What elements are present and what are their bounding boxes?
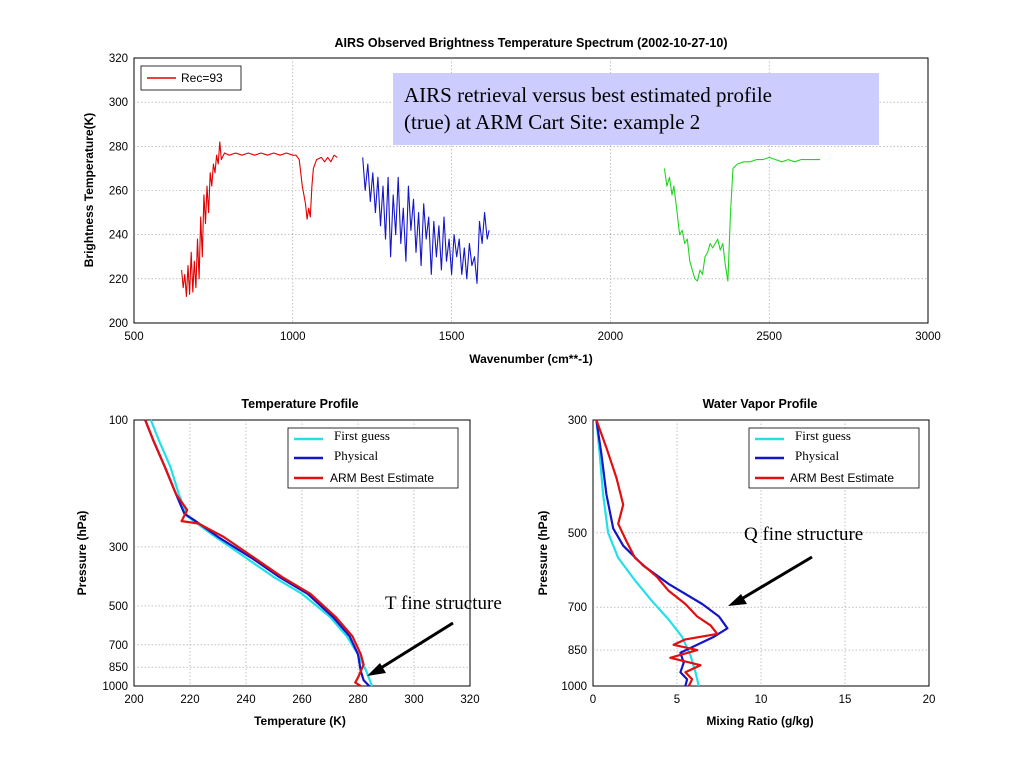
temperature-y-tick-label: 100 [109, 415, 128, 427]
water-vapor-line-first-guess [595, 419, 700, 687]
spectrum-series [181, 141, 820, 298]
water-vapor-x-axis-label: Mixing Ratio (g/kg) [706, 714, 813, 728]
spectrum-line-series-0 [181, 141, 338, 298]
spectrum-y-tick-label: 300 [109, 97, 128, 109]
callout-line-1: AIRS retrieval versus best estimated pro… [404, 83, 772, 107]
water-vapor-y-tick-label: 500 [568, 528, 587, 540]
spectrum-legend: Rec=93 [140, 65, 242, 91]
temperature-x-tick-label: 260 [292, 694, 311, 706]
spectrum-grid [134, 58, 928, 323]
temperature-y-tick-label: 500 [109, 601, 128, 613]
temperature-legend-label-arm: ARM Best Estimate [330, 471, 434, 485]
spectrum-x-tick-label: 500 [124, 331, 143, 343]
callout-line-2: (true) at ARM Cart Site: example 2 [404, 110, 701, 134]
temperature-y-tick-label: 1000 [102, 681, 128, 693]
spectrum-y-tick-label: 240 [109, 230, 128, 242]
spectrum-x-tick-label: 2000 [598, 331, 624, 343]
temperature-x-tick-label: 280 [348, 694, 367, 706]
water-vapor-y-axis-label: Pressure (hPa) [536, 511, 550, 596]
water-vapor-line-arm-best-estimate [595, 419, 719, 687]
temperature-ticks: 200 220 240 260 280 300 320 100 300 500 700 850 1000 [102, 415, 479, 706]
water-vapor-x-tick-label: 10 [755, 694, 768, 706]
q-fine-structure-arrow [728, 555, 813, 606]
water-vapor-grid [593, 420, 929, 686]
spectrum-x-tick-label: 1000 [280, 331, 306, 343]
temperature-legend: First guess Physical ARM Best Estimate [287, 427, 459, 489]
spectrum-y-tick-label: 260 [109, 186, 128, 198]
water-vapor-ticks: 0 5 10 15 20 300 500 700 850 1000 [561, 415, 935, 706]
spectrum-title: AIRS Observed Brightness Temperature Spe… [335, 36, 728, 50]
water-vapor-title: Water Vapor Profile [703, 397, 818, 411]
temperature-x-tick-label: 220 [180, 694, 199, 706]
water-vapor-y-tick-label: 700 [568, 602, 587, 614]
temperature-y-tick-label: 700 [109, 640, 128, 652]
temperature-y-tick-label: 850 [109, 662, 128, 674]
t-fine-structure-annotation: T fine structure [385, 593, 502, 614]
temperature-x-tick-label: 240 [236, 694, 255, 706]
spectrum-x-tick-label: 2500 [756, 331, 782, 343]
water-vapor-line-physical [595, 419, 729, 687]
water-vapor-series [595, 419, 729, 687]
spectrum-x-axis-label: Wavenumber (cm**-1) [469, 352, 593, 366]
temperature-x-tick-label: 320 [460, 694, 479, 706]
water-vapor-y-tick-label: 300 [568, 415, 587, 427]
spectrum-y-tick-label: 220 [109, 274, 128, 286]
spectrum-y-tick-label: 320 [109, 53, 128, 65]
spectrum-y-axis-label: Brightness Temperature(K) [82, 113, 96, 267]
temperature-legend-label-first-guess: First guess [334, 428, 390, 443]
temperature-x-axis-label: Temperature (K) [254, 714, 346, 728]
water-vapor-profile-chart: Water Vapor Profile 0 5 10 15 20 300 500 700 850… [536, 397, 935, 728]
water-vapor-legend-label-arm: ARM Best Estimate [790, 471, 894, 485]
temperature-series [144, 419, 374, 687]
water-vapor-legend-label-first-guess: First guess [795, 428, 851, 443]
temperature-legend-label-physical: Physical [334, 448, 378, 463]
water-vapor-y-tick-label: 850 [568, 645, 587, 657]
spectrum-x-tick-label: 1500 [439, 331, 465, 343]
t-fine-structure-arrow [367, 621, 454, 676]
water-vapor-y-tick-label: 1000 [561, 681, 587, 693]
temperature-x-tick-label: 300 [404, 694, 423, 706]
callout-box: AIRS retrieval versus best estimated pro… [393, 73, 879, 145]
spectrum-x-tick-label: 3000 [915, 331, 941, 343]
spectrum-y-tick-label: 280 [109, 141, 128, 153]
temperature-y-tick-label: 300 [109, 542, 128, 554]
water-vapor-x-tick-label: 20 [923, 694, 936, 706]
water-vapor-x-tick-label: 0 [590, 694, 596, 706]
water-vapor-legend: First guess Physical ARM Best Estimate [748, 427, 920, 489]
water-vapor-x-tick-label: 15 [839, 694, 852, 706]
water-vapor-x-tick-label: 5 [674, 694, 680, 706]
spectrum-ticks: 500 1000 1500 2000 2500 3000 200 220 240 260 280 30… [109, 53, 941, 343]
temperature-title: Temperature Profile [241, 397, 358, 411]
temperature-x-tick-label: 200 [124, 694, 143, 706]
spectrum-line-series-2 [663, 156, 820, 282]
spectrum-y-tick-label: 200 [109, 318, 128, 330]
temperature-line-arm-best-estimate [144, 419, 365, 687]
spectrum-legend-label: Rec=93 [181, 71, 223, 85]
spectrum-line-series-1 [362, 157, 490, 284]
spectrum-chart: AIRS Observed Brightness Temperature Spe… [82, 36, 941, 366]
water-vapor-legend-label-physical: Physical [795, 448, 839, 463]
temperature-y-axis-label: Pressure (hPa) [75, 511, 89, 596]
q-fine-structure-annotation: Q fine structure [744, 524, 863, 545]
temperature-profile-chart: Temperature Profile 200 220 240 260 280 300 32… [75, 397, 502, 728]
